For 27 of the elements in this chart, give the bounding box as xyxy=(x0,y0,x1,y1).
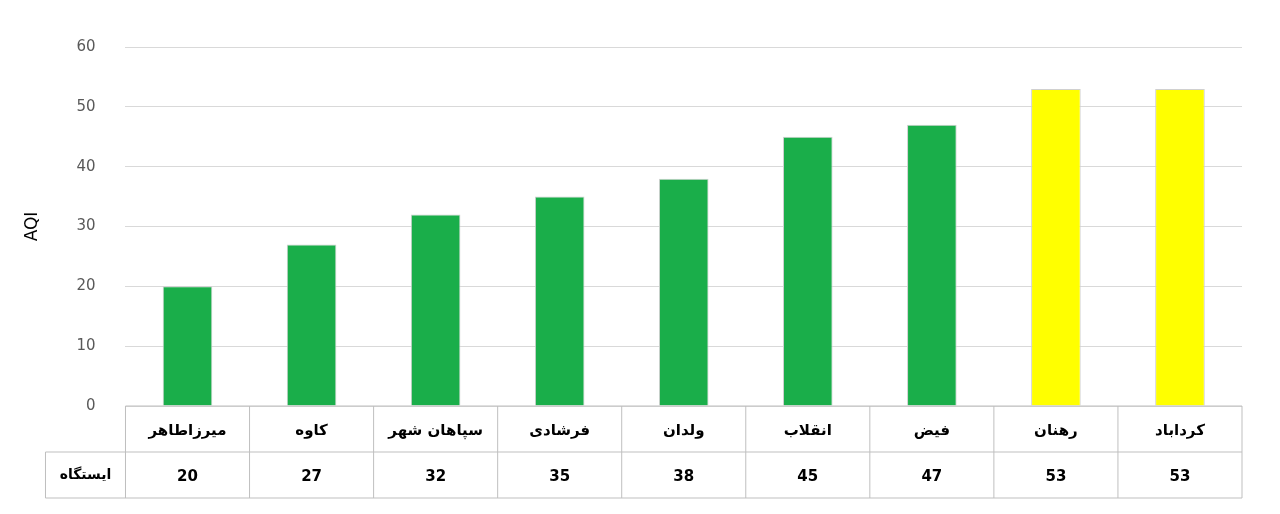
data-label: 38 xyxy=(673,466,695,485)
y-tick-label: 30 xyxy=(76,216,96,235)
y-tick-label: 40 xyxy=(76,156,96,175)
x-tick-label: سپاهان شهر xyxy=(387,420,483,440)
x-axis-title: ایستگاه xyxy=(59,465,112,482)
y-axis-title: AQI xyxy=(20,211,41,242)
data-label: 53 xyxy=(1045,466,1067,485)
data-label: 53 xyxy=(1169,466,1191,485)
data-label: 32 xyxy=(425,466,447,485)
y-tick-label: 50 xyxy=(76,96,96,115)
data-label: 35 xyxy=(549,466,571,485)
x-tick-label: انقلاب xyxy=(783,420,832,439)
x-tick-label: کاوه xyxy=(295,420,329,439)
data-label: 27 xyxy=(301,466,323,485)
y-tick-label: 0 xyxy=(85,395,96,414)
x-tick-label: کرداباد xyxy=(1155,420,1206,439)
x-tick-label: فرشادی xyxy=(529,420,591,439)
y-tick-label: 20 xyxy=(76,276,96,295)
data-label: 20 xyxy=(177,466,198,485)
x-tick-label: فیض xyxy=(913,420,951,439)
data-label: 45 xyxy=(797,466,819,485)
x-tick-label: ولدان xyxy=(662,420,705,439)
y-tick-label: 60 xyxy=(76,36,96,55)
x-tick-label: میرزاطاهر xyxy=(147,420,227,439)
data-label: 47 xyxy=(921,466,943,485)
x-tick-label: رهنان xyxy=(1034,420,1078,439)
y-tick-label: 10 xyxy=(76,336,96,355)
